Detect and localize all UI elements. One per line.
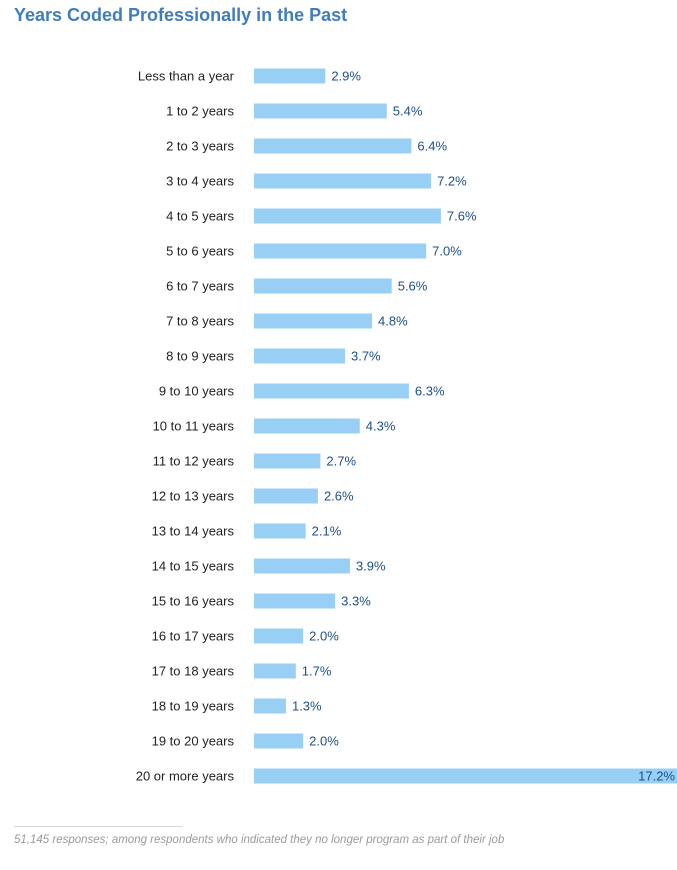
- footnote-divider: [14, 826, 182, 827]
- category-label: 5 to 6 years: [166, 244, 234, 259]
- category-label: 9 to 10 years: [159, 384, 235, 399]
- bar: [254, 173, 432, 189]
- value-label: 2.7%: [326, 454, 356, 469]
- category-label: 12 to 13 years: [152, 489, 235, 504]
- value-label: 2.0%: [309, 629, 339, 644]
- value-label: 6.4%: [417, 139, 447, 154]
- category-label: 4 to 5 years: [166, 209, 234, 224]
- value-label: 5.4%: [393, 104, 423, 119]
- category-label: 11 to 12 years: [153, 454, 235, 469]
- value-label: 4.8%: [378, 314, 408, 329]
- category-label: 3 to 4 years: [166, 174, 234, 189]
- value-label: 5.6%: [398, 279, 428, 294]
- category-label: 1 to 2 years: [166, 104, 234, 119]
- category-label: 15 to 16 years: [152, 594, 235, 609]
- value-label: 7.0%: [432, 244, 462, 259]
- value-label: 2.0%: [309, 734, 339, 749]
- bar: [254, 383, 409, 399]
- bar: [254, 733, 304, 749]
- bar: [254, 348, 345, 364]
- bar: [254, 558, 350, 574]
- value-label: 3.7%: [351, 349, 381, 364]
- bar: [254, 208, 441, 224]
- bar: [254, 768, 677, 784]
- category-label: 2 to 3 years: [166, 139, 234, 154]
- bar: [254, 243, 427, 259]
- category-label: 6 to 7 years: [166, 279, 234, 294]
- bar: [254, 663, 296, 679]
- value-label: 7.6%: [447, 209, 477, 224]
- category-label: 7 to 8 years: [166, 314, 234, 329]
- bar: [254, 488, 318, 504]
- value-label: 2.6%: [324, 489, 354, 504]
- bar: [254, 593, 336, 609]
- bar-chart: Less than a year 2.9% 1 to 2 years 5.4% 2 to…: [136, 68, 677, 784]
- bar: [254, 418, 360, 434]
- category-label: 14 to 15 years: [152, 559, 235, 574]
- value-label: 3.9%: [356, 559, 386, 574]
- value-label: 1.7%: [302, 664, 332, 679]
- category-label: Less than a year: [138, 69, 235, 84]
- bar: [254, 698, 286, 714]
- bar: [254, 278, 392, 294]
- footnote: 51,145 responses; among respondents who …: [14, 834, 505, 846]
- value-label: 1.3%: [292, 699, 322, 714]
- value-label: 2.1%: [312, 524, 342, 539]
- bar: [254, 313, 373, 329]
- category-label: 17 to 18 years: [152, 664, 235, 679]
- value-label: 7.2%: [437, 174, 467, 189]
- bar: [254, 628, 304, 644]
- category-label: 16 to 17 years: [152, 629, 235, 644]
- category-label: 20 or more years: [136, 769, 235, 784]
- value-label: 17.2%: [638, 769, 675, 784]
- bar: [254, 138, 412, 154]
- value-label: 6.3%: [415, 384, 445, 399]
- bar: [254, 103, 387, 119]
- category-label: 13 to 14 years: [152, 524, 235, 539]
- value-label: 2.9%: [331, 69, 361, 84]
- category-label: 19 to 20 years: [152, 734, 235, 749]
- value-label: 4.3%: [366, 419, 396, 434]
- bar: [254, 68, 326, 84]
- bar: [254, 523, 306, 539]
- bar: [254, 453, 321, 469]
- chart-title: Years Coded Professionally in the Past: [14, 5, 348, 25]
- value-label: 3.3%: [341, 594, 371, 609]
- category-label: 8 to 9 years: [166, 349, 234, 364]
- category-label: 18 to 19 years: [152, 699, 235, 714]
- category-label: 10 to 11 years: [153, 419, 235, 434]
